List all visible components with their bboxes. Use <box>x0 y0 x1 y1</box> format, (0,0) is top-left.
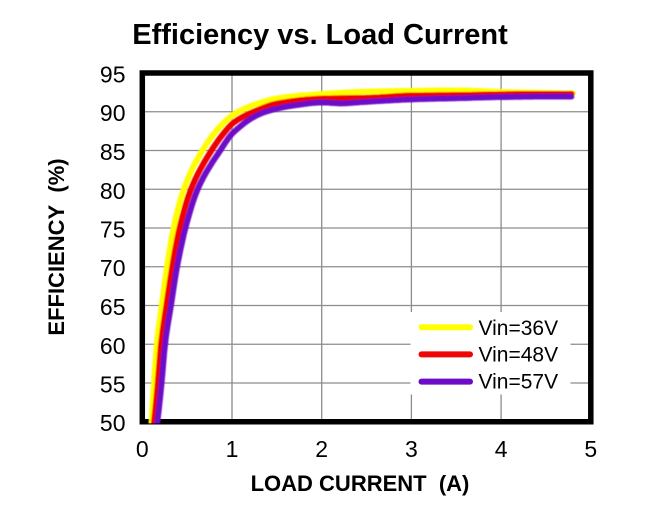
svg-text:55: 55 <box>100 372 126 398</box>
svg-text:95: 95 <box>100 62 126 88</box>
svg-text:60: 60 <box>100 333 126 359</box>
svg-text:1: 1 <box>226 436 239 462</box>
svg-text:Vin=48V: Vin=48V <box>479 344 559 367</box>
svg-text:3: 3 <box>405 436 418 462</box>
svg-text:85: 85 <box>100 139 126 165</box>
svg-text:80: 80 <box>100 178 126 204</box>
svg-text:50: 50 <box>100 410 126 436</box>
svg-text:4: 4 <box>495 436 508 462</box>
svg-text:65: 65 <box>100 294 126 320</box>
svg-text:Vin=57V: Vin=57V <box>479 371 559 394</box>
svg-text:90: 90 <box>100 100 126 126</box>
svg-text:2: 2 <box>315 436 328 462</box>
svg-text:Vin=36V: Vin=36V <box>479 317 559 340</box>
svg-text:70: 70 <box>100 255 126 281</box>
svg-text:0: 0 <box>136 436 149 462</box>
svg-text:5: 5 <box>584 436 597 462</box>
svg-text:Efficiency vs. Load Current: Efficiency vs. Load Current <box>132 19 508 51</box>
svg-text:EFFICIENCY (%): EFFICIENCY (%) <box>44 158 69 335</box>
svg-text:75: 75 <box>100 217 126 243</box>
svg-text:LOAD CURRENT (A): LOAD CURRENT (A) <box>251 471 470 496</box>
